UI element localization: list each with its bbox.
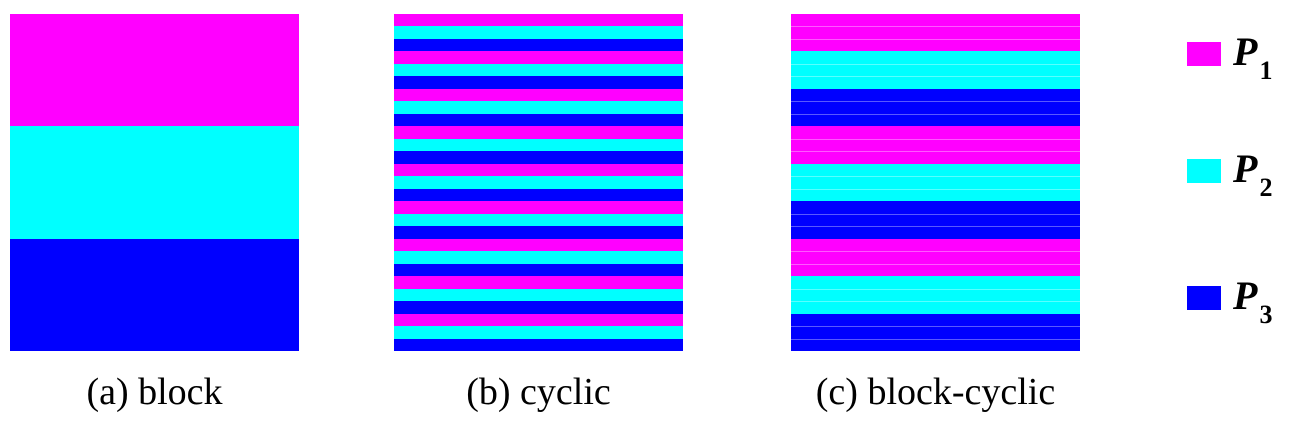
blockcyclic-stripe-p3 <box>791 89 1080 101</box>
block-stripe-p1 <box>10 14 299 126</box>
blockcyclic-stripe-p2 <box>791 301 1080 314</box>
blockcyclic-stripe-p3 <box>791 339 1080 351</box>
blockcyclic-stripe-p3 <box>791 326 1080 339</box>
blockcyclic-stripe-p2 <box>791 164 1080 176</box>
cyclic-stripe-p2 <box>394 176 683 189</box>
cyclic-stripe-p3 <box>394 151 683 164</box>
blockcyclic-stripe-p3 <box>791 101 1080 114</box>
legend-symbol-p3: P <box>1233 273 1258 318</box>
legend-swatch-p2 <box>1187 159 1221 183</box>
blockcyclic-stripe-p1 <box>791 26 1080 39</box>
cyclic-stripe-p1 <box>394 239 683 251</box>
cyclic-distribution-panel <box>394 14 683 351</box>
cyclic-stripe-p1 <box>394 51 683 64</box>
blockcyclic-stripe-p2 <box>791 176 1080 189</box>
legend-symbol-p2: P <box>1233 146 1258 191</box>
cyclic-stripe-p1 <box>394 276 683 289</box>
blockcyclic-stripe-p2 <box>791 289 1080 301</box>
cyclic-stripe-p2 <box>394 251 683 264</box>
blockcyclic-stripe-p1 <box>791 39 1080 51</box>
legend-symbol-p1: P <box>1233 29 1258 74</box>
cyclic-stripe-p1 <box>394 14 683 26</box>
blockcyclic-stripe-p1 <box>791 151 1080 164</box>
blockcyclic-stripe-p1 <box>791 239 1080 251</box>
block-stripe-p3 <box>10 239 299 351</box>
cyclic-stripe-p1 <box>394 126 683 139</box>
blockcyclic-stripe-p3 <box>791 214 1080 226</box>
cyclic-stripe-p2 <box>394 289 683 301</box>
legend-label-p1: P1 <box>1233 28 1272 85</box>
cyclic-stripe-p3 <box>394 76 683 89</box>
block-cyclic-caption: (c) block-cyclic <box>815 371 1056 413</box>
cyclic-stripe-p3 <box>394 301 683 314</box>
cyclic-stripe-p3 <box>394 226 683 239</box>
legend-label-p3: P3 <box>1233 272 1272 329</box>
cyclic-stripe-p3 <box>394 189 683 201</box>
block-caption: (a) block <box>86 371 223 413</box>
cyclic-stripe-p3 <box>394 339 683 351</box>
legend-subscript-p3: 3 <box>1259 300 1273 329</box>
cyclic-stripe-p2 <box>394 214 683 226</box>
blockcyclic-stripe-p3 <box>791 226 1080 239</box>
blockcyclic-stripe-p1 <box>791 251 1080 264</box>
cyclic-stripe-p3 <box>394 114 683 126</box>
blockcyclic-stripe-p2 <box>791 189 1080 201</box>
blockcyclic-stripe-p3 <box>791 314 1080 326</box>
cyclic-stripe-p2 <box>394 326 683 339</box>
legend-item-p2: P2 <box>1187 145 1305 205</box>
block-stripe-p2 <box>10 126 299 239</box>
blockcyclic-stripe-p2 <box>791 64 1080 76</box>
block-distribution-panel <box>10 14 299 351</box>
blockcyclic-stripe-p2 <box>791 276 1080 289</box>
blockcyclic-stripe-p2 <box>791 51 1080 64</box>
cyclic-stripe-p2 <box>394 101 683 114</box>
legend-item-p3: P3 <box>1187 272 1305 332</box>
legend-item-p1: P1 <box>1187 28 1305 88</box>
cyclic-caption: (b) cyclic <box>466 371 611 413</box>
cyclic-stripe-p1 <box>394 314 683 326</box>
blockcyclic-stripe-p3 <box>791 201 1080 214</box>
cyclic-stripe-p1 <box>394 164 683 176</box>
cyclic-stripe-p1 <box>394 89 683 101</box>
cyclic-stripe-p2 <box>394 64 683 76</box>
cyclic-stripe-p3 <box>394 264 683 276</box>
legend-swatch-p3 <box>1187 286 1221 310</box>
blockcyclic-stripe-p1 <box>791 126 1080 139</box>
legend-subscript-p2: 2 <box>1259 173 1273 202</box>
cyclic-stripe-p2 <box>394 26 683 39</box>
block-cyclic-distribution-panel <box>791 14 1080 351</box>
legend-subscript-p1: 1 <box>1259 56 1273 85</box>
cyclic-stripe-p2 <box>394 139 683 151</box>
blockcyclic-stripe-p1 <box>791 264 1080 276</box>
legend-label-p2: P2 <box>1233 145 1272 202</box>
blockcyclic-stripe-p1 <box>791 14 1080 26</box>
blockcyclic-stripe-p1 <box>791 139 1080 151</box>
cyclic-stripe-p3 <box>394 39 683 51</box>
blockcyclic-stripe-p2 <box>791 76 1080 89</box>
legend-swatch-p1 <box>1187 42 1221 66</box>
blockcyclic-stripe-p3 <box>791 114 1080 126</box>
cyclic-stripe-p1 <box>394 201 683 214</box>
